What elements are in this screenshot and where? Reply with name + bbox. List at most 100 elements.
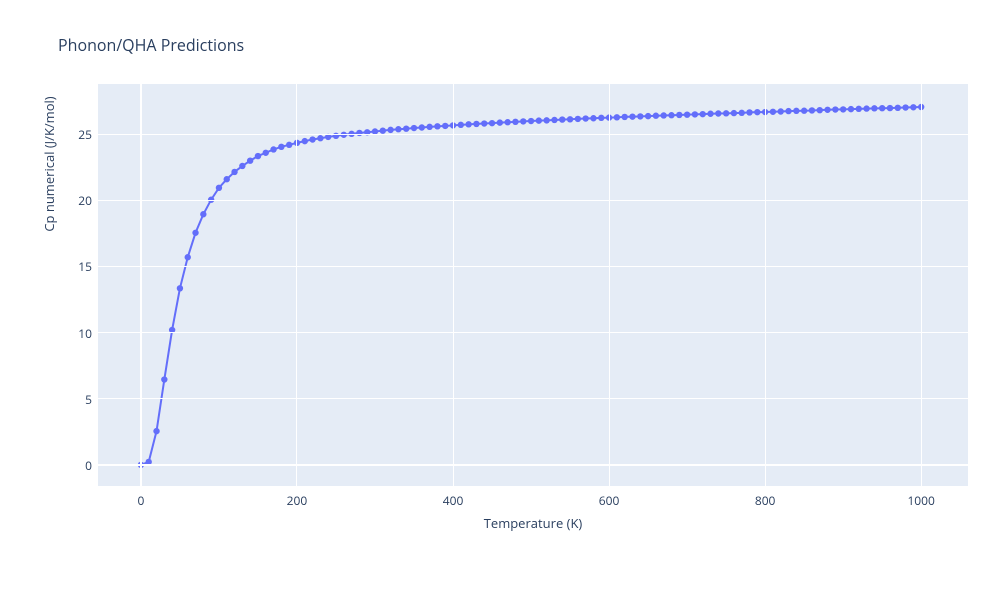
data-marker — [161, 376, 167, 382]
data-marker — [200, 211, 206, 217]
data-marker — [153, 428, 159, 434]
gridline-v — [296, 84, 297, 486]
data-marker — [700, 111, 706, 117]
y-tick-label: 0 — [64, 457, 92, 474]
data-marker — [224, 176, 230, 182]
data-marker — [528, 118, 534, 124]
data-marker — [309, 136, 315, 142]
data-marker — [754, 109, 760, 115]
data-marker — [504, 119, 510, 125]
data-marker — [411, 125, 417, 131]
data-marker — [520, 118, 526, 124]
data-marker — [660, 112, 666, 118]
data-marker — [192, 230, 198, 236]
y-tick-label: 5 — [64, 391, 92, 408]
data-marker — [879, 105, 885, 111]
data-marker — [848, 106, 854, 112]
data-marker — [637, 113, 643, 119]
data-marker — [793, 108, 799, 114]
data-marker — [692, 111, 698, 117]
data-marker — [536, 117, 542, 123]
gridline-h — [98, 332, 968, 333]
x-tick-label: 0 — [126, 492, 156, 509]
data-marker — [863, 105, 869, 111]
data-marker — [317, 135, 323, 141]
data-marker — [614, 114, 620, 120]
data-marker — [629, 113, 635, 119]
data-marker — [551, 117, 557, 123]
data-marker — [442, 123, 448, 129]
data-marker — [512, 119, 518, 125]
data-marker — [778, 108, 784, 114]
data-marker — [731, 110, 737, 116]
y-tick-label: 20 — [64, 192, 92, 209]
data-marker — [575, 116, 581, 122]
gridline-h — [98, 464, 968, 466]
data-marker — [239, 163, 245, 169]
y-tick-label: 15 — [64, 258, 92, 275]
x-tick-label: 800 — [750, 492, 780, 509]
data-marker — [739, 110, 745, 116]
data-marker — [684, 111, 690, 117]
data-marker — [653, 113, 659, 119]
x-tick-label: 400 — [438, 492, 468, 509]
data-marker — [785, 108, 791, 114]
gridline-h — [98, 200, 968, 201]
data-marker — [185, 254, 191, 260]
data-marker — [668, 112, 674, 118]
gridline-v — [765, 84, 766, 486]
data-marker — [723, 110, 729, 116]
data-marker — [621, 114, 627, 120]
data-marker — [177, 285, 183, 291]
data-marker — [473, 121, 479, 127]
data-marker — [645, 113, 651, 119]
data-marker — [809, 107, 815, 113]
data-marker — [871, 105, 877, 111]
data-marker — [270, 146, 276, 152]
data-marker — [590, 115, 596, 121]
data-marker — [887, 105, 893, 111]
data-marker — [395, 126, 401, 132]
x-tick-label: 200 — [282, 492, 312, 509]
gridline-v — [609, 84, 610, 486]
gridline-h — [98, 266, 968, 267]
data-marker — [801, 108, 807, 114]
data-marker — [715, 110, 721, 116]
x-axis-label: Temperature (K) — [98, 514, 968, 532]
data-marker — [216, 185, 222, 191]
data-marker — [465, 121, 471, 127]
data-marker — [458, 122, 464, 128]
data-marker — [856, 106, 862, 112]
data-marker — [387, 127, 393, 133]
x-tick-label: 600 — [594, 492, 624, 509]
data-marker — [895, 105, 901, 111]
y-tick-label: 25 — [64, 126, 92, 143]
data-marker — [247, 157, 253, 163]
data-marker — [403, 125, 409, 131]
data-marker — [582, 115, 588, 121]
data-marker — [770, 109, 776, 115]
data-marker — [707, 111, 713, 117]
y-axis-label: Cp numerical (J/K/mol) — [40, 0, 58, 365]
data-marker — [910, 104, 916, 110]
data-marker — [824, 107, 830, 113]
data-line — [141, 107, 921, 465]
gridline-v — [140, 84, 142, 486]
data-marker — [286, 142, 292, 148]
data-marker — [255, 153, 261, 159]
y-tick-label: 10 — [64, 325, 92, 342]
x-tick-label: 1000 — [906, 492, 936, 509]
data-marker — [543, 117, 549, 123]
data-marker — [902, 104, 908, 110]
gridline-h — [98, 134, 968, 135]
data-marker — [434, 123, 440, 129]
data-marker — [559, 116, 565, 122]
data-marker — [676, 112, 682, 118]
data-marker — [746, 109, 752, 115]
gridline-v — [921, 84, 922, 486]
data-marker — [419, 124, 425, 130]
data-marker — [481, 120, 487, 126]
data-marker — [489, 120, 495, 126]
data-marker — [231, 169, 237, 175]
data-marker — [567, 116, 573, 122]
